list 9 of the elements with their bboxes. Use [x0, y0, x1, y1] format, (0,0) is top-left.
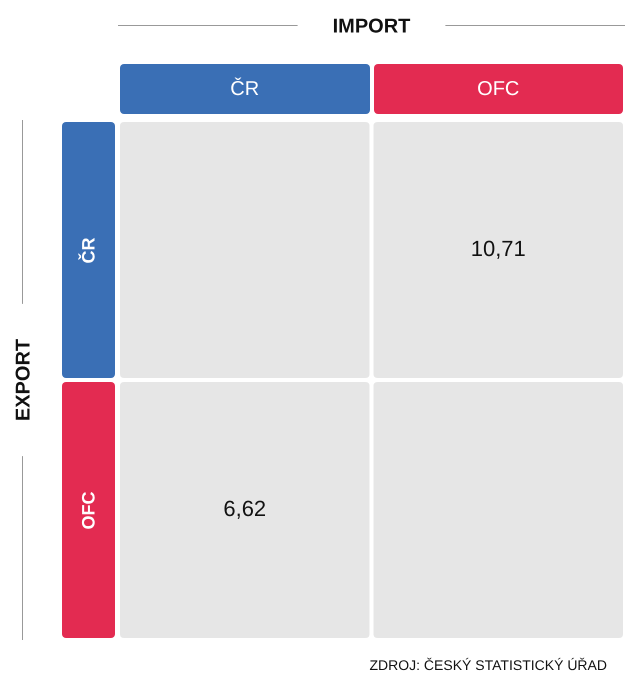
header-tab: OFC	[62, 382, 115, 638]
header-tab: ČR	[120, 64, 370, 114]
text: ZDROJ: ČESKÝ STATISTICKÝ ÚŘAD	[369, 656, 607, 673]
data-label: 10,71	[470, 236, 526, 262]
data-label: 6,62	[223, 496, 266, 522]
header-tab: OFC	[374, 64, 623, 114]
x-axis-title: IMPORT	[332, 16, 410, 38]
header-tab: ČR	[62, 122, 115, 378]
y-axis-title: EXPORT	[12, 338, 35, 422]
